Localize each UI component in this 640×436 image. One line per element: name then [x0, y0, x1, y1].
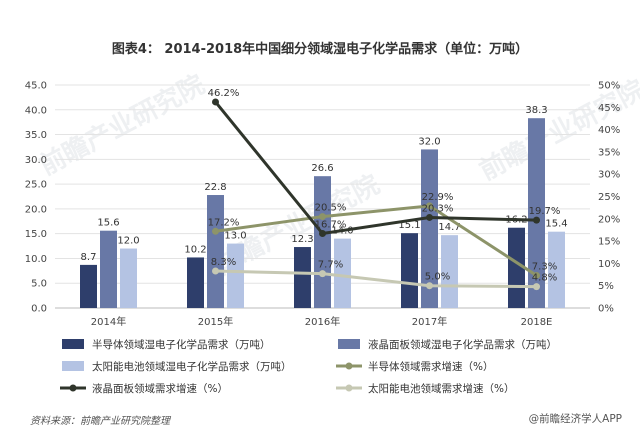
x-axis-tick-label: 2016年: [305, 315, 340, 328]
bar: [421, 149, 438, 308]
left-axis-tick-label: 15.0: [25, 229, 47, 240]
left-axis-tick-label: 45.0: [25, 81, 47, 92]
bar: [401, 233, 418, 308]
left-axis-tick-label: 20.0: [25, 204, 47, 215]
right-axis-tick-label: 10%: [598, 259, 620, 270]
bar: [294, 247, 311, 308]
bar-data-label: 32.0: [418, 136, 440, 147]
line-data-label: 7.3%: [532, 261, 557, 272]
left-axis-tick-label: 30.0: [25, 155, 47, 166]
right-axis-tick-label: 15%: [598, 237, 620, 248]
bar-data-label: 8.7: [81, 252, 97, 263]
line-point: [212, 267, 219, 275]
legend-swatch-marker: [69, 384, 77, 392]
legend-swatch: [62, 361, 84, 371]
line-data-label: 20.3%: [422, 203, 454, 214]
x-axis-tick-label: 2018E: [521, 317, 553, 328]
line-data-label: 20.5%: [315, 203, 347, 214]
line-data-label: 5.0%: [425, 272, 450, 283]
left-axis-tick-label: 40.0: [25, 105, 47, 116]
left-axis-tick-label: 10.0: [25, 254, 47, 265]
legend-swatch: [338, 339, 360, 349]
bar-data-label: 26.6: [311, 163, 333, 174]
bar: [100, 230, 117, 308]
line-data-label: 19.7%: [529, 206, 561, 217]
line-point: [426, 282, 433, 290]
right-axis-tick-label: 45%: [598, 103, 620, 114]
x-axis-tick-label: 2015年: [198, 315, 233, 328]
bar-data-label: 15.6: [97, 218, 119, 229]
left-axis-tick-label: 5.0: [31, 279, 47, 290]
line-point: [319, 213, 326, 221]
x-axis-tick-label: 2014年: [91, 315, 126, 328]
legend-swatch-marker: [345, 384, 353, 392]
line-data-label: 17.2%: [208, 217, 240, 228]
line-data-label: 4.8%: [532, 273, 557, 284]
legend-label: 液晶面板领域需求增速（%）: [92, 382, 228, 395]
line-point: [533, 216, 540, 224]
bar: [120, 248, 137, 308]
legend-swatch: [62, 339, 84, 349]
right-axis-tick-label: 40%: [598, 125, 620, 136]
bar: [334, 238, 351, 308]
line-data-label: 46.2%: [208, 88, 240, 99]
right-axis-tick-label: 25%: [598, 192, 620, 203]
bar-data-label: 12.0: [117, 236, 139, 247]
bar-data-label: 13.0: [224, 231, 246, 242]
line-point: [319, 230, 326, 238]
bar-data-label: 15.1: [398, 220, 420, 231]
line-point: [319, 270, 326, 278]
line-point: [212, 98, 219, 106]
bar-data-label: 10.2: [184, 244, 206, 255]
series-line: [215, 204, 538, 277]
left-axis-tick-label: 35.0: [25, 130, 47, 141]
right-axis-tick-label: 0%: [598, 304, 614, 315]
bar: [441, 235, 458, 308]
bar: [207, 195, 224, 308]
left-axis-tick-label: 25.0: [25, 180, 47, 191]
legend-label: 太阳能电池领域需求增速（%）: [368, 382, 514, 395]
bar-data-label: 22.8: [204, 182, 226, 193]
bar: [528, 118, 545, 308]
line-point: [533, 283, 540, 291]
x-axis-tick-label: 2017年: [412, 315, 447, 328]
series-line: [214, 101, 537, 236]
bar: [227, 243, 244, 308]
right-axis-tick-label: 35%: [598, 147, 620, 158]
line-point: [426, 213, 433, 221]
legend-label: 太阳能电池领域湿电子化学品需求（万吨）: [92, 360, 292, 373]
line-data-label: 16.7%: [315, 220, 347, 231]
right-axis-tick-label: 50%: [598, 81, 620, 92]
bar-data-label: 15.4: [545, 219, 567, 230]
bar-data-label: 12.3: [291, 234, 313, 245]
legend-swatch-marker: [345, 362, 353, 370]
legend-label: 半导体领域需求增速（%）: [368, 360, 493, 373]
right-axis-tick-label: 20%: [598, 214, 620, 225]
bar: [80, 264, 97, 308]
source-note: 资料来源：前瞻产业研究院整理: [30, 416, 170, 427]
bar-data-label: 38.3: [525, 105, 547, 116]
bar: [548, 231, 565, 308]
line-point: [426, 202, 433, 210]
right-axis-tick-label: 30%: [598, 170, 620, 181]
left-axis-tick-label: 0.0: [31, 304, 47, 315]
chart-title: 图表4： 2014-2018年中国细分领域湿电子化学品需求（单位：万吨）: [111, 42, 529, 57]
series-line: [215, 269, 537, 289]
bar: [314, 176, 331, 308]
line-data-label: 22.9%: [422, 192, 454, 203]
line-data-label: 7.7%: [318, 260, 343, 271]
brand-credit: @前瞻经济学人APP: [528, 413, 622, 425]
right-axis-tick-label: 5%: [598, 281, 614, 292]
legend-label: 液晶面板领域湿电子化学品需求（万吨）: [368, 338, 557, 351]
bar-data-label: 14.7: [438, 222, 460, 233]
legend-label: 半导体领域湿电子化学品需求（万吨）: [92, 338, 271, 351]
line-point: [533, 271, 540, 279]
line-point: [212, 227, 219, 235]
line-data-label: 8.3%: [211, 257, 236, 268]
bar: [187, 257, 204, 308]
